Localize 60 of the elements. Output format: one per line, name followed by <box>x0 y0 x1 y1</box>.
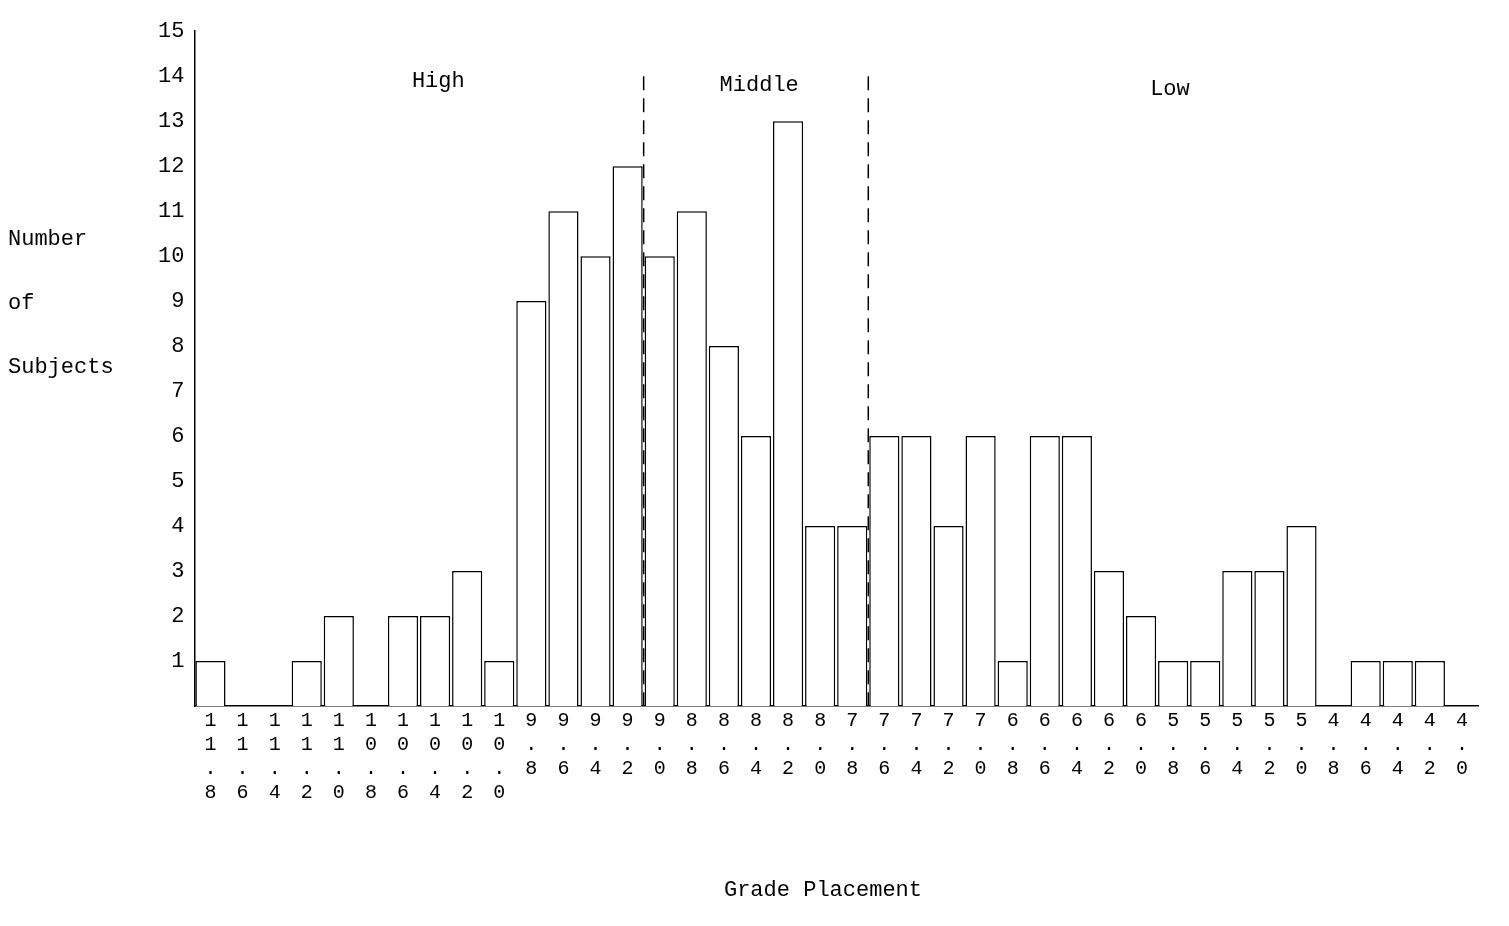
annotation: High <box>411 69 465 95</box>
x-tick-label: 5 . 8 <box>1167 709 1180 781</box>
x-tick-label: 1 0 . 8 <box>364 709 377 805</box>
x-tick-label: 11.0 <box>332 709 345 805</box>
y-tick-label: 11 <box>158 198 185 224</box>
x-tick-label: 1 0 . 6 <box>396 709 409 805</box>
x-tick-label: 5 . 2 <box>1263 709 1276 781</box>
x-tick-label: 8 . 2 <box>782 709 795 781</box>
x-tick-label: 1 0 . 4 <box>429 709 442 805</box>
x-tick-label: 7 . 6 <box>878 709 891 781</box>
x-tick-label: 7 . 2 <box>942 709 955 781</box>
y-tick-label: 8 <box>171 333 185 359</box>
y-tick-label: 15 <box>158 19 185 45</box>
x-tick-label: 9 . 2 <box>621 709 634 781</box>
y-tick-label: 6 <box>171 423 185 449</box>
y-tick-label: 5 <box>171 468 185 494</box>
x-tick-label: 8 . 6 <box>717 709 730 781</box>
x-tick-label: 8.0 <box>814 709 827 781</box>
x-tick-label: 8 . 4 <box>749 709 762 781</box>
y-tick-label: 4 <box>171 513 185 539</box>
x-tick-label: 6 . 2 <box>1102 709 1115 781</box>
y-tick-label: 2 <box>171 603 185 629</box>
annotation: Middle <box>719 73 799 99</box>
x-tick-label: 10.0 <box>493 709 506 805</box>
y-tick-label: 13 <box>158 109 185 134</box>
x-tick-label: 6.0 <box>1135 709 1148 781</box>
x-tick-label: 7.0 <box>974 709 987 781</box>
x-tick-label: 8 . 8 <box>685 709 698 781</box>
y-tick-label: 14 <box>158 64 185 90</box>
y-tick-label: 3 <box>171 558 185 584</box>
y-tick-label: 12 <box>158 153 185 179</box>
y-tick-label: 9 <box>171 288 185 314</box>
x-tick-label: 9 . 8 <box>525 709 538 781</box>
x-tick-label: 4 . 8 <box>1327 709 1340 781</box>
y-tick-label: 7 <box>171 378 185 404</box>
x-tick-label: 1 1 . 8 <box>204 709 217 805</box>
x-tick-label: 9 . 4 <box>589 709 602 781</box>
text: Number of Subjects <box>8 227 114 380</box>
x-tick-label: 6 . 6 <box>1038 709 1051 781</box>
x-tick-label: 4.0 <box>1455 709 1468 781</box>
x-tick-label: 6 . 8 <box>1006 709 1019 781</box>
x-tick-label: 7 . 8 <box>846 709 859 781</box>
x-tick-label: 5 . 6 <box>1199 709 1212 781</box>
x-tick-label: 1 1 . 4 <box>268 709 281 805</box>
x-tick-label: 1 0 . 2 <box>461 709 474 805</box>
x-tick-label: 4 . 2 <box>1423 709 1436 781</box>
x-tick-label: 5 . 4 <box>1231 709 1244 781</box>
annotation: Low <box>1150 77 1190 103</box>
x-tick-label: 4 . 4 <box>1391 709 1404 781</box>
x-tick-label: 9.0 <box>653 709 666 781</box>
x-tick-label: 4 . 6 <box>1359 709 1372 781</box>
y-tick-label: 10 <box>158 243 185 269</box>
x-tick-label: 9 . 6 <box>557 709 570 781</box>
x-axis-title: Grade Placement <box>722 878 923 903</box>
y-tick-label: 1 <box>171 648 185 674</box>
x-tick-label: 1 1 . 2 <box>300 709 313 805</box>
x-tick-label: 5.0 <box>1295 709 1308 781</box>
x-tick-label: 1 1 . 6 <box>236 709 249 805</box>
x-tick-label: 6 . 4 <box>1070 709 1083 781</box>
x-tick-label: 7 . 4 <box>910 709 923 781</box>
